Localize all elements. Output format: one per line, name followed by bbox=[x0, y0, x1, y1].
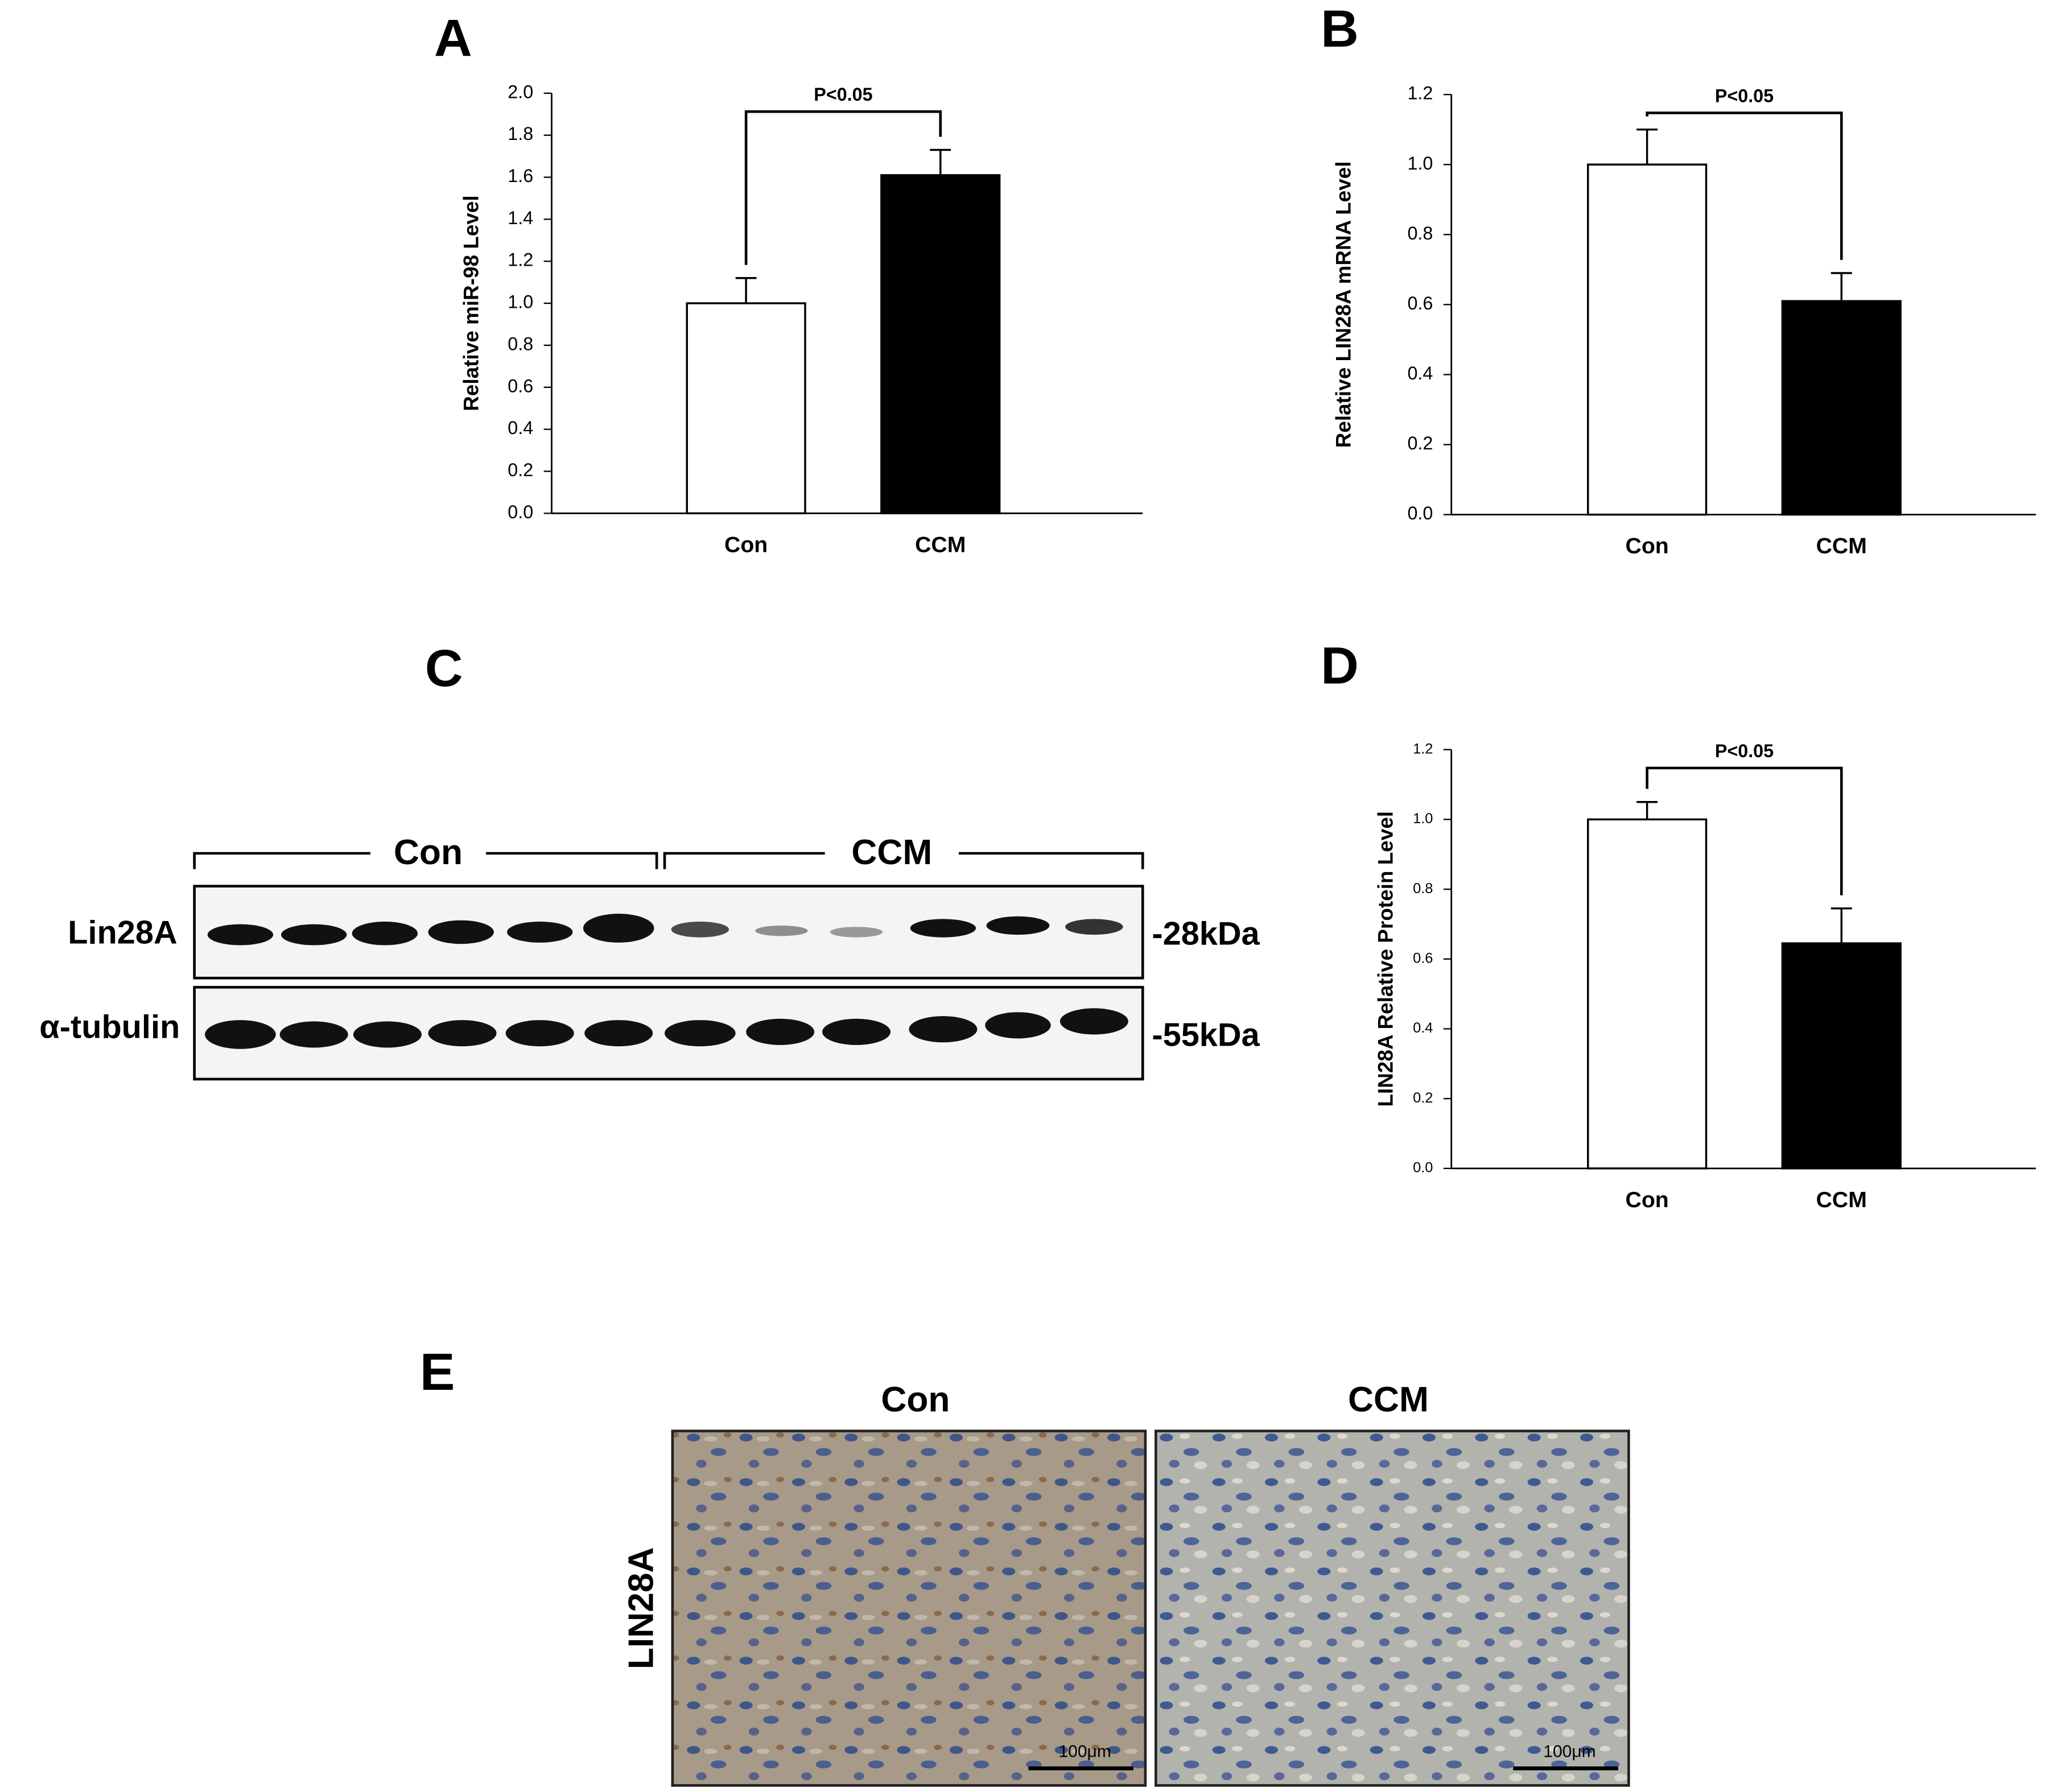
band bbox=[671, 922, 729, 938]
y-tick-label: 0.4 bbox=[508, 418, 533, 438]
y-tick-label: 0.6 bbox=[508, 375, 533, 396]
band bbox=[428, 920, 494, 944]
y-tick-label: 2.0 bbox=[508, 81, 533, 102]
significance-label: P<0.05 bbox=[1715, 85, 1774, 106]
scale-bar-label: 100μm bbox=[1059, 1743, 1111, 1761]
band bbox=[279, 1021, 348, 1048]
y-tick-label: 1.0 bbox=[1413, 811, 1433, 827]
band bbox=[986, 916, 1050, 935]
panel-letter: D bbox=[1321, 635, 1359, 695]
y-tick-label: 0.0 bbox=[1407, 503, 1433, 523]
group-label: Con bbox=[394, 833, 463, 872]
y-tick-label: 0.8 bbox=[1407, 223, 1433, 243]
y-tick-label: 0.2 bbox=[1413, 1090, 1433, 1106]
bar bbox=[880, 174, 1001, 515]
x-tick-label: CCM bbox=[915, 532, 966, 557]
band bbox=[428, 1020, 497, 1047]
y-tick-label: 0.6 bbox=[1413, 950, 1433, 966]
column-label: CCM bbox=[1348, 1380, 1429, 1419]
band bbox=[507, 922, 573, 943]
bands bbox=[205, 914, 1128, 1049]
y-tick-label: 1.0 bbox=[1407, 153, 1433, 174]
band bbox=[665, 1020, 736, 1047]
band bbox=[281, 924, 347, 945]
significance-bracket bbox=[1646, 766, 1843, 895]
row-label: LIN28A bbox=[622, 1547, 661, 1670]
x-tick-label: Con bbox=[1626, 1187, 1669, 1212]
charts: A Relative miR-98 Level 0.0 0.2 0.4 0.6 0.8 1.0… bbox=[434, 0, 2036, 1212]
band bbox=[583, 914, 654, 943]
band bbox=[207, 924, 274, 945]
band bbox=[910, 919, 976, 938]
y-axis-label: Relative LIN28A mRNA Level bbox=[1331, 161, 1355, 448]
y-tick-label: 1.2 bbox=[1407, 83, 1433, 104]
bar bbox=[1781, 942, 1902, 1170]
bar bbox=[1587, 163, 1708, 516]
band bbox=[822, 1018, 891, 1045]
y-axis-label: LIN28A Relative Protein Level bbox=[1374, 811, 1397, 1107]
y-tick-label: 1.8 bbox=[508, 123, 533, 144]
size-label: -28kDa bbox=[1152, 916, 1260, 952]
band bbox=[353, 1021, 422, 1048]
y-tick-label: 0.6 bbox=[1407, 293, 1433, 313]
x-tick-label: CCM bbox=[1816, 1187, 1867, 1212]
row-label: α-tubulin bbox=[39, 1009, 180, 1045]
group-bracket bbox=[663, 852, 1144, 869]
micrograph bbox=[1155, 1430, 1630, 1787]
band bbox=[909, 1016, 978, 1043]
x-tick-label: Con bbox=[724, 532, 768, 557]
group-label: CCM bbox=[851, 833, 932, 872]
bar bbox=[686, 302, 806, 515]
y-tick-label: 1.4 bbox=[508, 208, 533, 228]
significance-bracket bbox=[744, 110, 942, 265]
y-tick-label: 1.0 bbox=[508, 292, 533, 312]
micrograph bbox=[671, 1430, 1147, 1787]
row-label: Lin28A bbox=[68, 914, 177, 951]
band bbox=[755, 925, 808, 936]
band bbox=[505, 1020, 574, 1047]
group-bracket bbox=[193, 852, 658, 869]
y-tick-label: 0.8 bbox=[1413, 881, 1433, 897]
column-label: Con bbox=[881, 1380, 950, 1419]
y-tick-label: 0.0 bbox=[508, 502, 533, 522]
y-tick-label: 0.8 bbox=[508, 333, 533, 354]
panel-letter: E bbox=[420, 1342, 455, 1401]
band bbox=[205, 1020, 276, 1049]
y-tick-label: 0.4 bbox=[1407, 363, 1433, 383]
y-tick-label: 1.2 bbox=[1413, 741, 1433, 757]
size-label: -55kDa bbox=[1152, 1017, 1260, 1053]
y-tick-label: 1.2 bbox=[508, 250, 533, 270]
y-axis-label: Relative miR-98 Level bbox=[460, 195, 483, 411]
panel-letter: A bbox=[434, 8, 472, 67]
band bbox=[1065, 919, 1123, 935]
band bbox=[830, 927, 883, 938]
significance-label: P<0.05 bbox=[1715, 741, 1774, 761]
significance-bracket bbox=[1646, 112, 1843, 260]
band bbox=[985, 1012, 1051, 1039]
y-tick-label: 0.2 bbox=[508, 460, 533, 480]
y-tick-label: 0.4 bbox=[1413, 1020, 1433, 1036]
panel-letter: C bbox=[425, 638, 463, 697]
scale-bar-label: 100μm bbox=[1543, 1743, 1596, 1761]
band bbox=[352, 922, 418, 945]
ihc-panel: E Con CCM LIN28A 100μm 100μm bbox=[420, 1342, 1630, 1787]
y-tick-label: 0.0 bbox=[1413, 1160, 1433, 1176]
x-tick-label: CCM bbox=[1816, 534, 1867, 559]
band bbox=[584, 1020, 653, 1047]
band bbox=[1059, 1008, 1128, 1035]
western-blot: C Con CCM Lin28A α-tubulin -28kDa -55kDa bbox=[39, 638, 1260, 1081]
x-tick-label: Con bbox=[1626, 534, 1669, 559]
significance-label: P<0.05 bbox=[814, 84, 872, 105]
y-tick-label: 1.6 bbox=[508, 166, 533, 186]
panel-letter: B bbox=[1321, 0, 1359, 58]
bar bbox=[1587, 818, 1708, 1170]
band bbox=[746, 1018, 815, 1045]
bar bbox=[1781, 300, 1902, 516]
y-tick-label: 0.2 bbox=[1407, 433, 1433, 453]
